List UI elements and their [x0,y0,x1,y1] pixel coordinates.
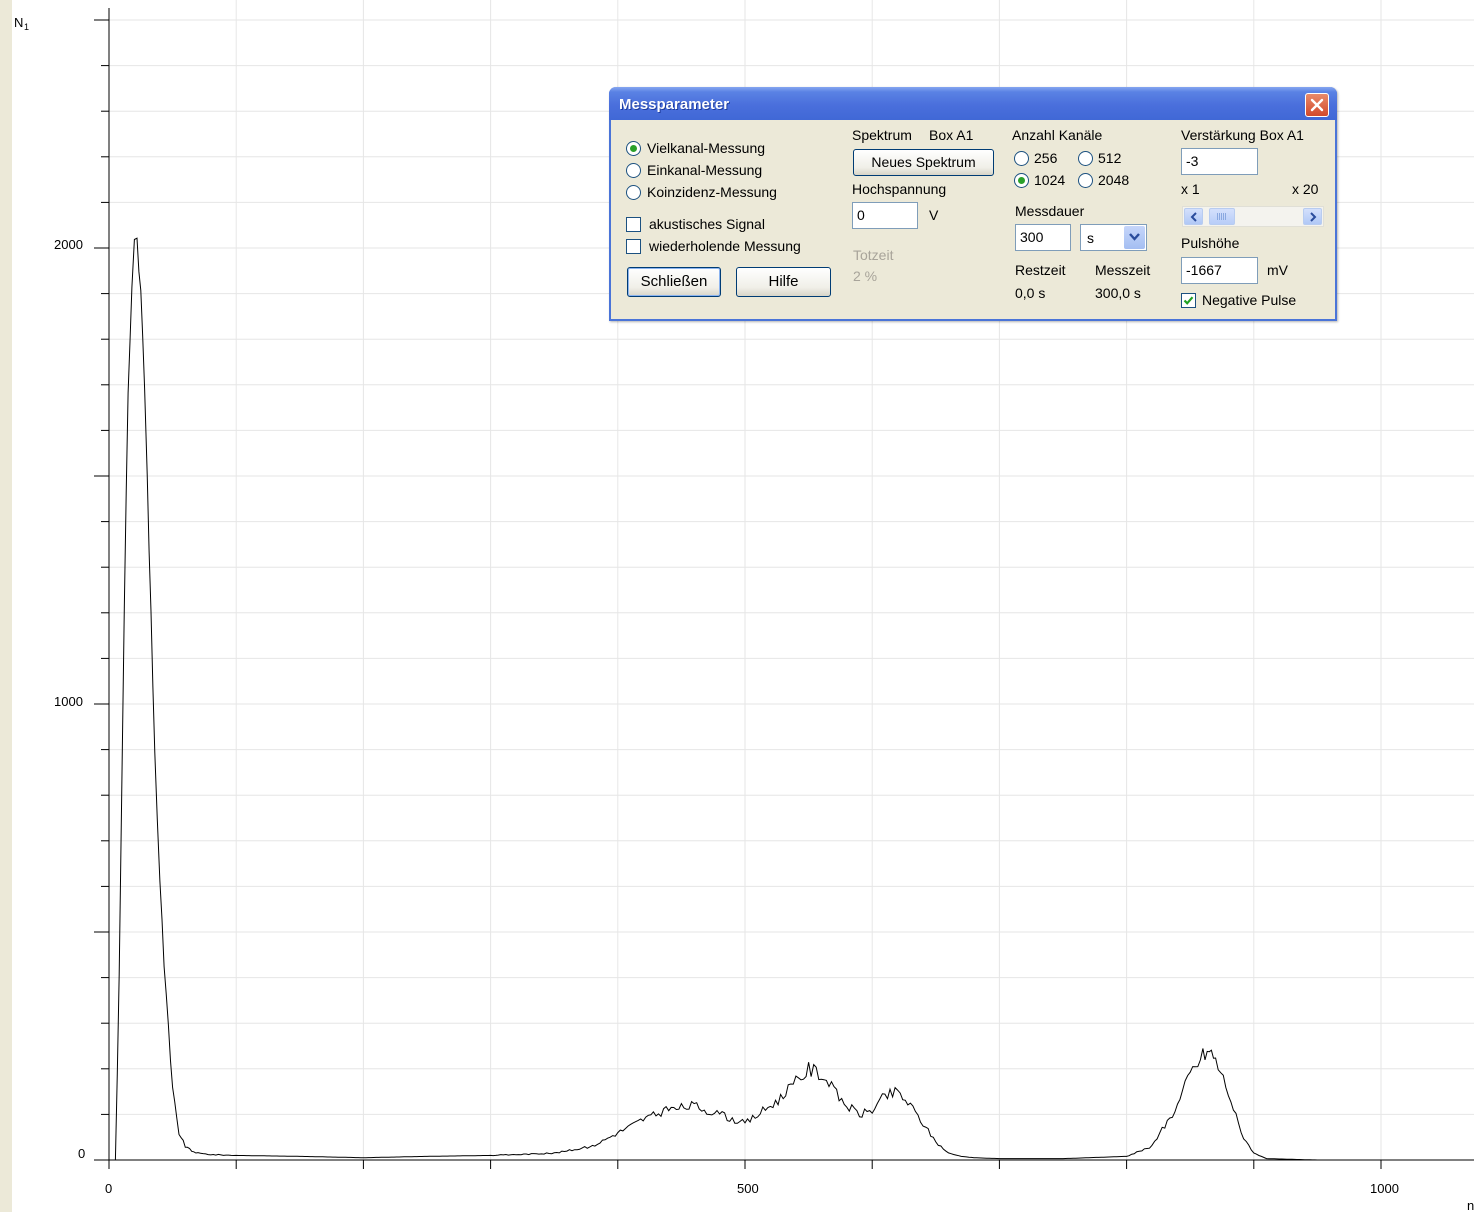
label-akustisches-signal: akustisches Signal [649,216,765,232]
label-messdauer: Messdauer [1015,203,1085,219]
label-kanaele-1024: 1024 [1034,172,1066,188]
checkbox-wiederholende-messung[interactable] [626,239,641,254]
label-hochspannung: Hochspannung [852,181,947,197]
label-koinzidenz: Koinzidenz-Messung [647,184,777,200]
x-tick-label-500: 500 [737,1181,759,1196]
label-scale-min: x 1 [1181,181,1200,197]
checkbox-akustisches-signal[interactable] [626,217,641,232]
x-tick-label-1000: 1000 [1370,1181,1399,1196]
x-tick-label-0: 0 [105,1181,112,1196]
chevron-down-icon [1129,233,1140,241]
label-einkanal: Einkanal-Messung [647,162,763,178]
tick-marks [94,19,1382,1169]
messparameter-dialog: Messparameter Vielkanal-Messung Einkanal… [609,87,1337,321]
totzeit-value: 2 % [853,268,878,284]
gain-scrollbar[interactable] [1182,206,1324,227]
label-totzeit: Totzeit [853,247,894,263]
chevron-left-icon [1190,212,1197,222]
radio-vielkanal[interactable] [626,141,641,156]
label-anzahl-kanaele: Anzahl Kanäle [1012,127,1103,143]
radio-kanaele-1024[interactable] [1014,173,1029,188]
scroll-left-button[interactable] [1184,208,1203,225]
messdauer-input[interactable]: 300 [1015,224,1071,251]
schliessen-button[interactable]: Schließen [627,267,721,297]
scroll-thumb[interactable] [1208,208,1235,225]
pulshoehe-input[interactable]: -1667 [1181,257,1258,284]
hochspannung-input[interactable]: 0 [852,202,918,229]
checkbox-negative-pulse[interactable] [1181,293,1196,308]
hilfe-button[interactable]: Hilfe [736,267,831,297]
restzeit-value: 0,0 s [1015,285,1046,301]
radio-kanaele-256[interactable] [1014,151,1029,166]
y-axis-label-subscript: 1 [24,22,29,32]
dialog-titlebar[interactable]: Messparameter [609,87,1337,120]
radio-kanaele-2048[interactable] [1078,173,1093,188]
dropdown-button[interactable] [1124,226,1145,249]
messdauer-unit-select[interactable]: s [1080,224,1147,251]
label-spektrum-box: Box A1 [929,127,974,143]
label-spektrum: Spektrum [852,127,912,143]
close-window-button[interactable] [1305,93,1329,117]
label-hochspannung-unit: V [929,207,939,223]
label-messzeit: Messzeit [1095,262,1151,278]
label-verstaerkung: Verstärkung Box A1 [1181,127,1304,143]
label-scale-max: x 20 [1292,181,1319,197]
label-wiederholende-messung: wiederholende Messung [649,238,801,254]
y-tick-label-2000: 2000 [54,237,83,252]
label-kanaele-2048: 2048 [1098,172,1130,188]
scroll-right-button[interactable] [1303,208,1322,225]
label-negative-pulse: Negative Pulse [1202,292,1297,308]
x-axis-label: n [1467,1198,1474,1212]
label-vielkanal: Vielkanal-Messung [647,140,766,156]
close-icon [1310,98,1324,112]
y-tick-label-0: 0 [78,1146,85,1161]
messzeit-value: 300,0 s [1095,285,1141,301]
radio-koinzidenz[interactable] [626,185,641,200]
grip-icon [1216,213,1227,220]
label-pulshoehe-unit: mV [1267,262,1288,278]
neues-spektrum-button[interactable]: Neues Spektrum [853,149,994,176]
y-axis-label: N [14,15,23,30]
axes [94,8,1474,1161]
y-tick-label-1000: 1000 [54,694,83,709]
spectrum-series-line [109,237,1407,1161]
checkmark-icon [1183,296,1194,305]
label-pulshoehe: Pulshöhe [1181,235,1240,251]
verstaerkung-input[interactable]: -3 [1181,148,1258,175]
radio-kanaele-512[interactable] [1078,151,1093,166]
dialog-title: Messparameter [619,96,730,113]
chevron-right-icon [1310,212,1317,222]
label-kanaele-512: 512 [1098,150,1122,166]
label-kanaele-256: 256 [1034,150,1058,166]
label-restzeit: Restzeit [1015,262,1066,278]
messdauer-unit-value: s [1087,230,1094,246]
radio-einkanal[interactable] [626,163,641,178]
